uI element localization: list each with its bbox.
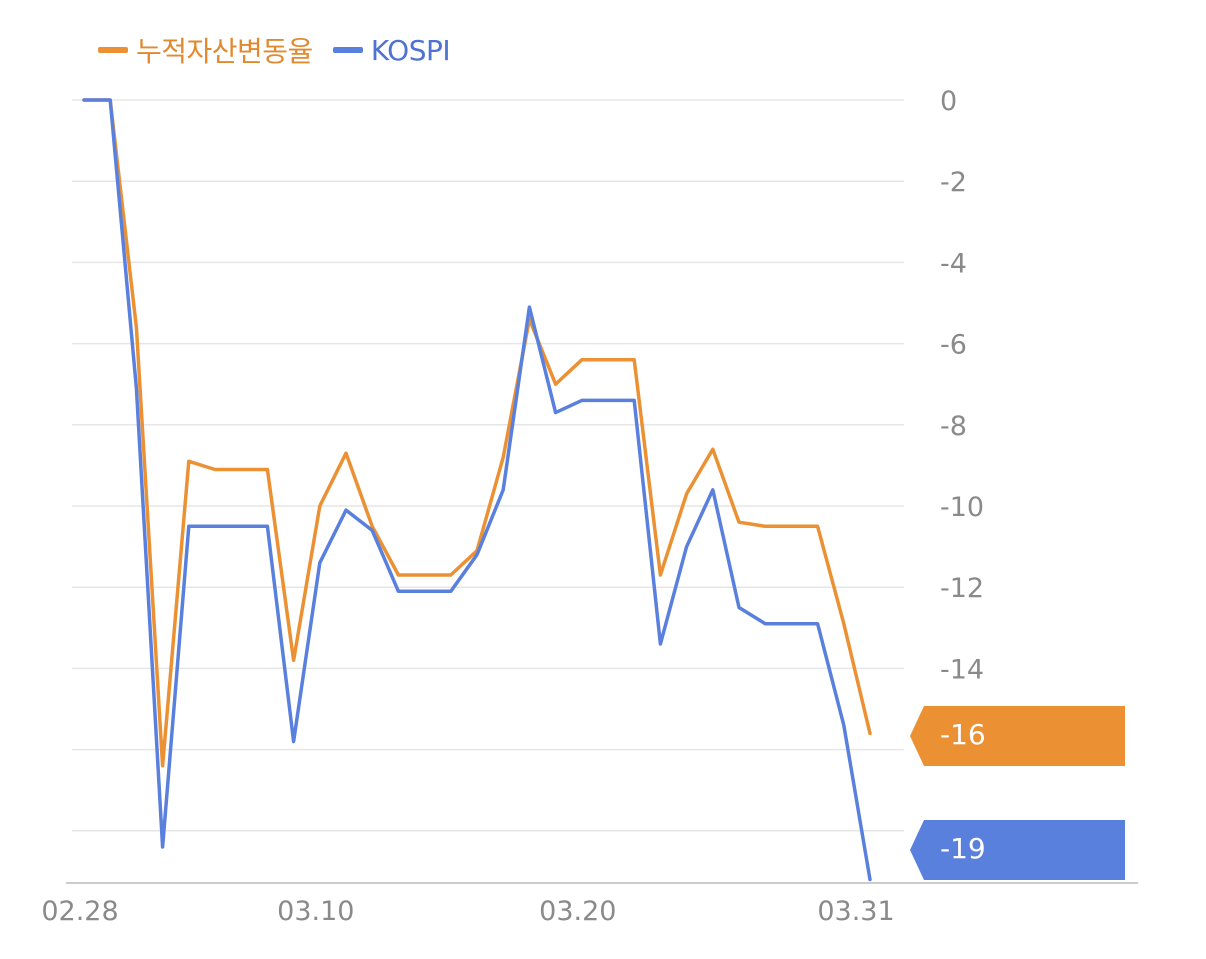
- y-tick-label: -4: [940, 248, 967, 279]
- legend-swatch-cumulative: [98, 47, 128, 53]
- y-axis-ticks: 0 -2 -4 -6 -8 -10 -12 -14: [940, 86, 984, 685]
- y-tick-label: -2: [940, 167, 967, 198]
- x-tick-label: 03.20: [539, 896, 616, 927]
- legend-item-kospi[interactable]: KOSPI: [332, 33, 451, 67]
- end-value-badge-cumulative: -16: [910, 706, 1125, 766]
- badge-shape-kospi: [910, 820, 1125, 880]
- y-tick-label: 0: [940, 86, 957, 117]
- y-tick-label: -14: [940, 654, 984, 685]
- y-tick-label: -6: [940, 330, 967, 361]
- end-value-label-cumulative: -16: [940, 718, 986, 751]
- legend-label-kospi: KOSPI: [370, 33, 451, 67]
- series-line-cumulative: [82, 98, 872, 768]
- legend-swatch-kospi: [332, 47, 363, 53]
- x-tick-label: 02.28: [41, 896, 118, 927]
- series-lines: [82, 98, 872, 882]
- end-value-label-kospi: -19: [940, 832, 986, 865]
- x-axis-ticks: 02.28 03.10 03.20 03.31: [41, 896, 894, 927]
- badge-shape-cumulative: [910, 706, 1125, 766]
- x-tick-label: 03.31: [817, 896, 894, 927]
- legend-label-cumulative: 누적자산변동율: [136, 35, 313, 68]
- end-value-badge-kospi: -19: [910, 820, 1125, 880]
- legend: 누적자산변동율 KOSPI: [98, 30, 470, 70]
- y-tick-label: -8: [940, 411, 967, 442]
- y-tick-label: -12: [940, 573, 984, 604]
- y-tick-label: -10: [940, 492, 984, 523]
- legend-item-cumulative[interactable]: 누적자산변동율: [98, 30, 313, 70]
- series-line-kospi: [82, 98, 872, 882]
- x-tick-label: 03.10: [277, 896, 354, 927]
